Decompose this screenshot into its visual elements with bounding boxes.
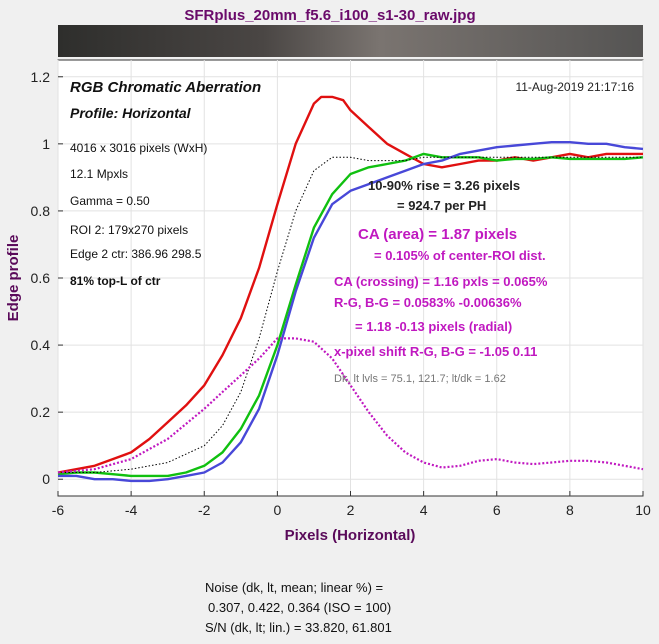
window-title: SFRplus_20mm_f5.6_i100_s1-30_raw.jpg bbox=[184, 7, 475, 24]
ca-area: CA (area) = 1.87 pixels bbox=[358, 226, 517, 243]
y-axis-label: Edge profile bbox=[5, 235, 22, 322]
rise-line2: = 924.7 per PH bbox=[397, 198, 486, 213]
ca-crossing: CA (crossing) = 1.16 pxls = 0.065% bbox=[334, 274, 548, 289]
y-tick-label: 0.6 bbox=[31, 270, 51, 286]
chart-subtitle: Profile: Horizontal bbox=[70, 105, 192, 121]
x-tick-label: 10 bbox=[635, 502, 651, 518]
info-roi: ROI 2: 179x270 pixels bbox=[70, 223, 188, 237]
radial: = 1.18 -0.13 pixels (radial) bbox=[355, 319, 512, 334]
info-edge-ctr: Edge 2 ctr: 386.96 298.5 bbox=[70, 247, 202, 261]
info-location: 81% top-L of ctr bbox=[70, 274, 161, 288]
x-tick-label: 4 bbox=[420, 502, 428, 518]
x-tick-label: 6 bbox=[493, 502, 501, 518]
dk-lt-levels: Dk, lt lvls = 75.1, 121.7; lt/dk = 1.62 bbox=[334, 373, 506, 385]
x-axis-label: Pixels (Horizontal) bbox=[285, 527, 416, 544]
x-tick-label: 0 bbox=[273, 502, 281, 518]
timestamp: 11-Aug-2019 21:17:16 bbox=[515, 80, 634, 94]
noise-line2: 0.307, 0.422, 0.364 (ISO = 100) bbox=[208, 600, 391, 615]
x-tick-label: 8 bbox=[566, 502, 574, 518]
chart-title: RGB Chromatic Aberration bbox=[70, 79, 261, 96]
x-tick-label: -2 bbox=[198, 502, 211, 518]
x-tick-label: -6 bbox=[52, 502, 65, 518]
reference-dotted-series-line bbox=[58, 156, 643, 473]
noise-line1: Noise (dk, lt, mean; linear %) = bbox=[205, 580, 383, 595]
magenta-dotted-series-line bbox=[57, 337, 644, 474]
rise-line1: 10-90% rise = 3.26 pixels bbox=[368, 178, 520, 193]
y-tick-label: 0.2 bbox=[31, 404, 51, 420]
blue-solid-series-line bbox=[58, 141, 644, 483]
x-tick-label: 2 bbox=[347, 502, 355, 518]
info-size: 4016 x 3016 pixels (WxH) bbox=[70, 141, 207, 155]
xshift: x-pixel shift R-G, B-G = -1.05 0.11 bbox=[334, 344, 537, 359]
y-tick-label: 0 bbox=[42, 471, 50, 487]
x-tick-label: -4 bbox=[125, 502, 138, 518]
info-mpxls: 12.1 Mpxls bbox=[70, 167, 128, 181]
series-layer bbox=[57, 95, 644, 483]
axis-ticks: -6 -4 -2 0 2 4 6 8 10 0 0.2 0.4 0.6 0.8 1 1.2 bbox=[31, 69, 651, 518]
noise-line3: S/N (dk, lt; lin.) = 33.820, 61.801 bbox=[205, 620, 392, 635]
ca-area-pct: = 0.105% of center-ROI dist. bbox=[374, 248, 546, 263]
y-tick-label: 1 bbox=[42, 136, 50, 152]
info-gamma: Gamma = 0.50 bbox=[70, 194, 150, 208]
edge-image-strip bbox=[58, 25, 643, 57]
y-tick-label: 0.8 bbox=[31, 203, 51, 219]
green-solid-series-line bbox=[57, 152, 644, 478]
rg-bg: R-G, B-G = 0.0583% -0.00636% bbox=[334, 295, 522, 310]
y-tick-label: 1.2 bbox=[31, 69, 51, 85]
y-tick-label: 0.4 bbox=[31, 337, 51, 353]
